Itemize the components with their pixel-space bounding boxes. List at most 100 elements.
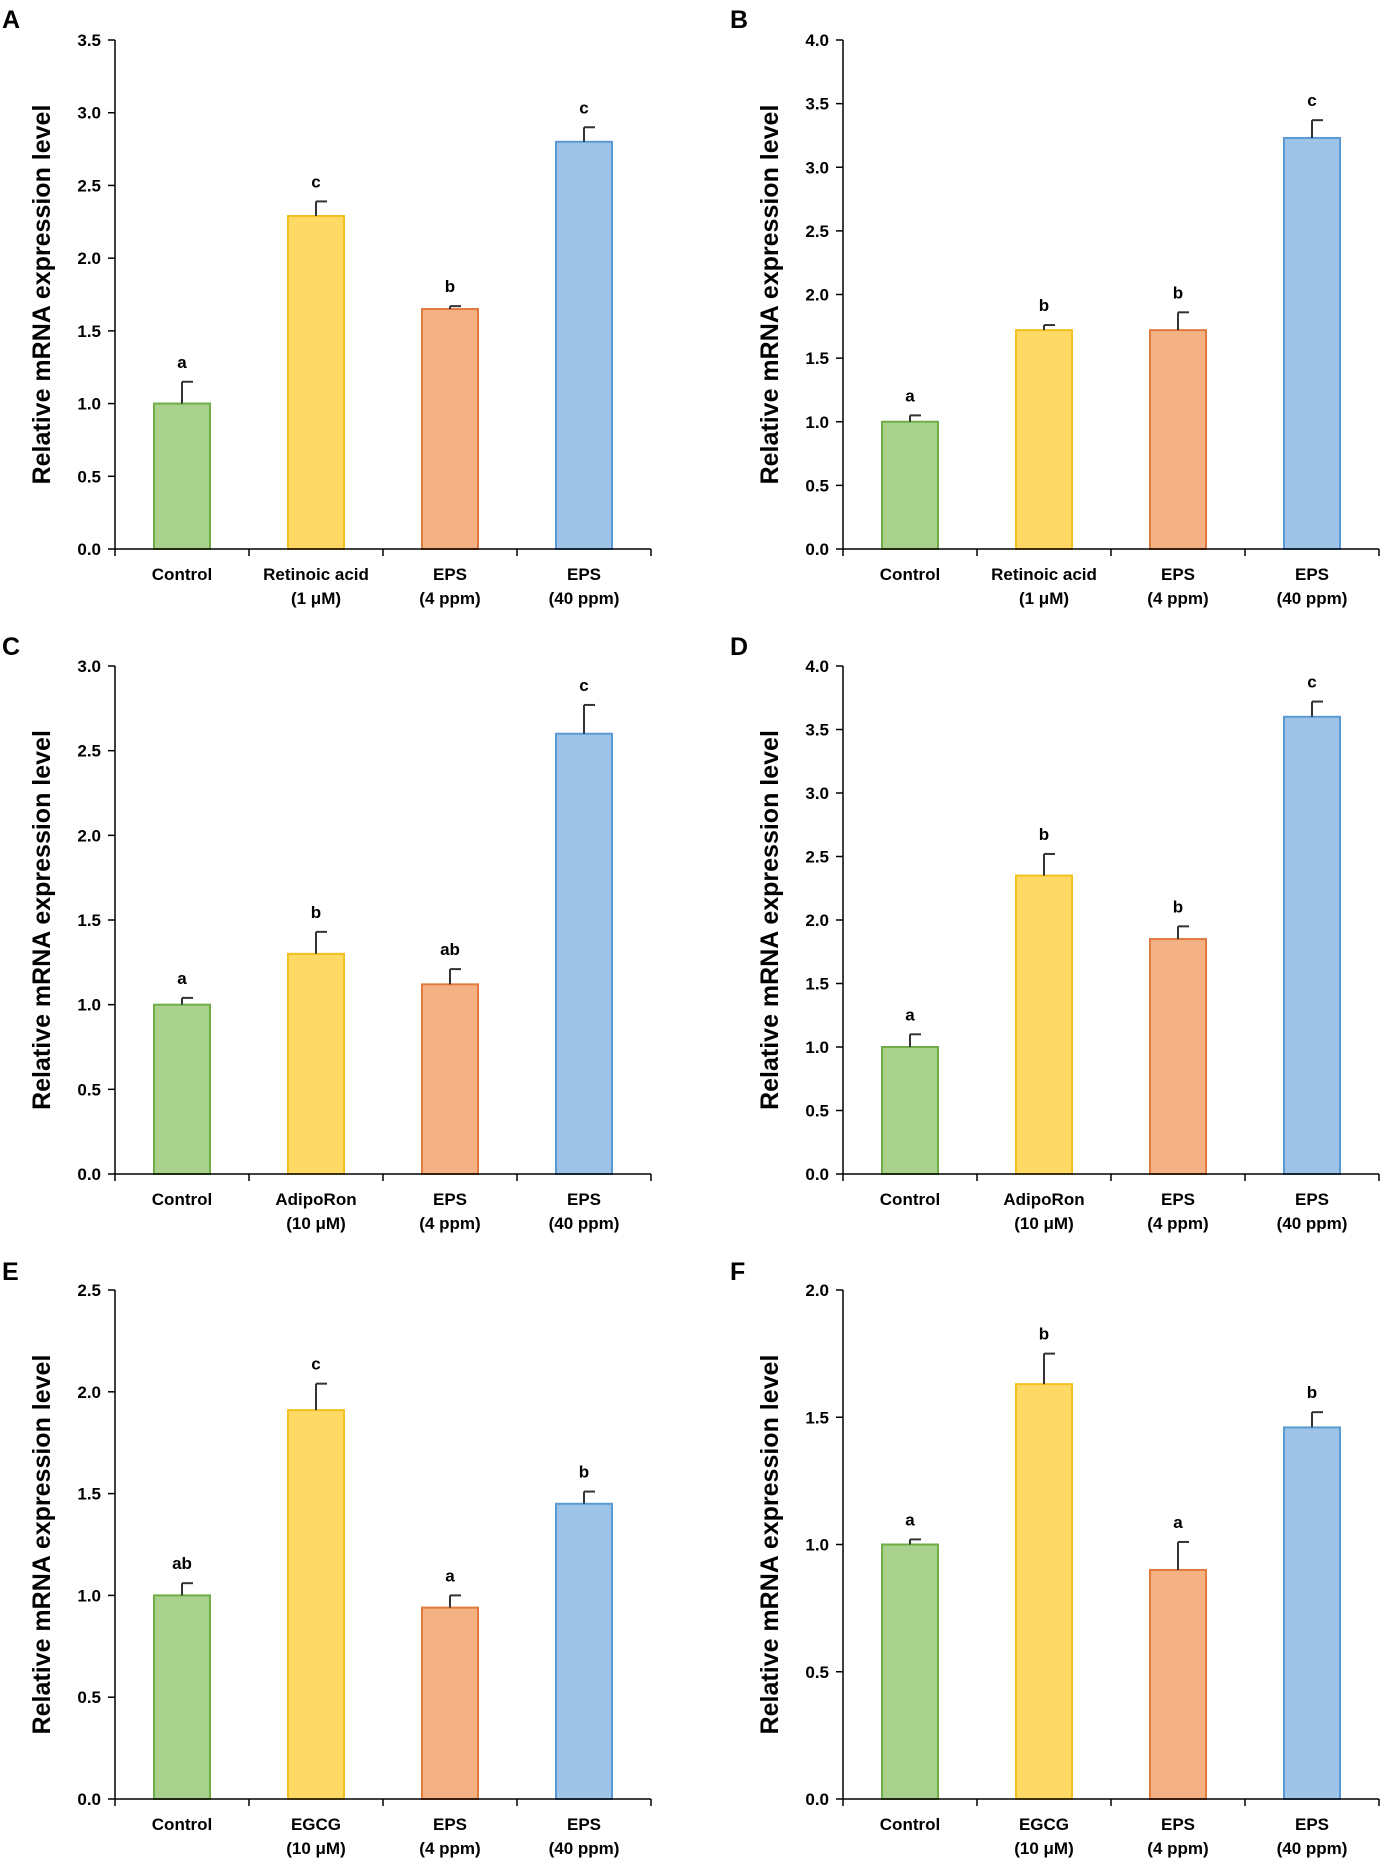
category-label: Control [152,1815,212,1834]
significance-label: c [579,98,588,117]
y-tick-label: 0.0 [77,1790,101,1809]
category-label: EPS [567,1190,601,1209]
category-label: (40 ppm) [549,589,620,608]
y-tick-label: 2.5 [77,1281,101,1300]
y-tick-label: 3.5 [805,95,829,114]
category-label: (1 μM) [1019,589,1069,608]
y-tick-label: 0.5 [805,1102,829,1121]
category-label: (40 ppm) [549,1214,620,1233]
category-label: Control [880,1190,940,1209]
y-tick-label: 3.0 [77,657,101,676]
significance-label: c [1307,91,1316,110]
significance-label: b [1307,1383,1317,1402]
significance-label: a [905,1510,915,1529]
y-tick-label: 1.0 [77,996,101,1015]
significance-label: c [579,676,588,695]
category-label: EPS [433,1190,467,1209]
category-label: (4 ppm) [1147,1214,1208,1233]
bar-control [153,402,211,551]
chart-panel-d: D Relative mRNA expression level 0.0 0.5 1.0… [730,633,1380,1233]
y-tick-label: 2.0 [805,286,829,305]
bar-eps4 [1149,329,1207,550]
category-label: EPS [1161,565,1195,584]
significance-label: b [1039,1325,1049,1344]
significance-label: a [905,1005,915,1024]
bar-control [881,1046,939,1175]
significance-label: b [1173,897,1183,916]
bar-eps4 [1149,1568,1207,1800]
bar-control [881,420,939,550]
significance-label: a [905,386,915,405]
significance-label: b [1039,825,1049,844]
category-label: (10 μM) [1014,1839,1074,1858]
bar-control [153,1594,211,1801]
bar-eps40 [1283,715,1341,1175]
category-label: EPS [1295,1815,1329,1834]
chart-panel-a: A Relative mRNA expression level 0.0 0.5 1.0… [2,6,652,608]
significance-label: b [579,1463,589,1482]
significance-label: c [311,1355,320,1374]
y-axis-label: Relative mRNA expression level [756,105,784,485]
significance-label: ab [172,1554,192,1573]
y-tick-label: 3.0 [77,104,101,123]
category-label: Retinoic acid [991,565,1097,584]
y-tick-label: 4.0 [805,657,829,676]
y-tick-label: 0.5 [77,1688,101,1707]
bar-reference [1015,1383,1073,1801]
category-label: (10 μM) [286,1839,346,1858]
category-label: (4 ppm) [1147,1839,1208,1858]
y-tick-label: 0.0 [805,1790,829,1809]
y-tick-label: 1.0 [77,1586,101,1605]
y-tick-label: 0.5 [77,467,101,486]
category-label: (4 ppm) [419,589,480,608]
y-axis-label: Relative mRNA expression level [28,105,56,485]
bar-eps4 [1149,938,1207,1175]
category-label: EPS [567,1815,601,1834]
significance-label: ab [440,940,460,959]
bar-reference [287,952,345,1175]
chart-panel-f: F Relative mRNA expression level 0.0 0.5 1.0… [730,1258,1380,1858]
category-label: Control [880,1815,940,1834]
category-label: (10 μM) [286,1214,346,1233]
category-label: AdipoRon [1003,1190,1084,1209]
y-tick-label: 1.5 [805,349,829,368]
y-tick-label: 2.0 [77,1383,101,1402]
y-tick-label: 0.0 [77,540,101,559]
y-tick-label: 1.5 [77,322,101,341]
y-axis-label: Relative mRNA expression level [28,1355,56,1735]
category-label: (4 ppm) [419,1839,480,1858]
category-label: (10 μM) [1014,1214,1074,1233]
chart-panel-b: B Relative mRNA expression level 0.0 0.5 1.0… [730,6,1380,608]
category-label: (4 ppm) [419,1214,480,1233]
y-tick-label: 3.5 [805,721,829,740]
panel-label-e: E [2,1258,19,1286]
category-label: Control [152,565,212,584]
y-tick-label: 1.0 [77,395,101,414]
bar-eps40 [555,1502,613,1801]
y-tick-label: 2.5 [77,176,101,195]
category-label: EPS [1161,1190,1195,1209]
category-label: (1 μM) [291,589,341,608]
bar-reference [287,214,345,550]
bar-reference [1015,874,1073,1175]
category-label: (40 ppm) [549,1839,620,1858]
category-label: EPS [1295,1190,1329,1209]
y-tick-label: 1.0 [805,1536,829,1555]
bar-eps40 [555,140,613,551]
significance-label: b [1039,296,1049,315]
y-axis-label: Relative mRNA expression level [28,730,56,1110]
chart-panel-e: E Relative mRNA expression level 0.0 0.5 1.0… [2,1258,652,1858]
bar-eps40 [555,732,613,1175]
y-tick-label: 4.0 [805,31,829,50]
bar-reference [287,1409,345,1801]
panel-label-f: F [730,1258,745,1286]
y-tick-label: 0.5 [805,476,829,495]
bar-reference [1015,329,1073,550]
bar-eps40 [1283,136,1341,550]
chart-panel-c: C Relative mRNA expression level 0.0 0.5 1.0… [2,633,652,1233]
significance-label: c [311,172,320,191]
category-label: Control [880,565,940,584]
category-label: EPS [1161,1815,1195,1834]
category-label: (40 ppm) [1277,1214,1348,1233]
panel-label-b: B [730,6,748,34]
